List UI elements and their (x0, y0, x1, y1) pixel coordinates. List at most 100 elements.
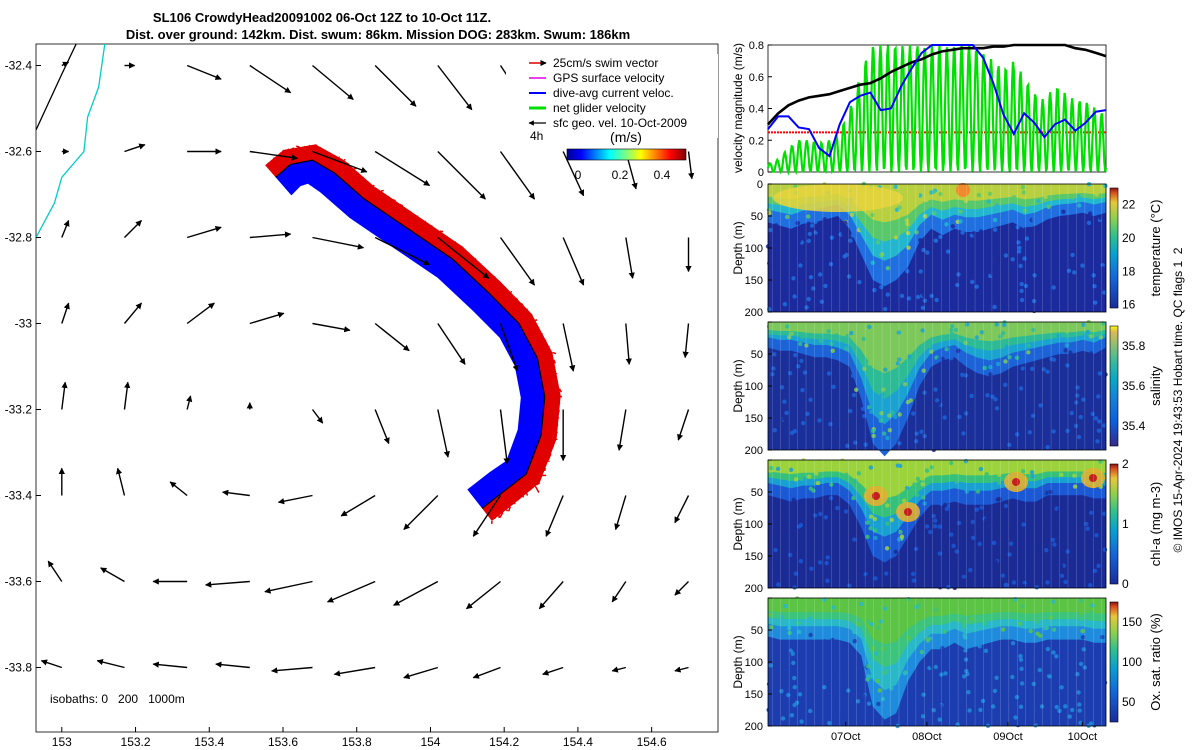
chlorophyll-sample (1030, 474, 1036, 479)
temperature-sample (932, 211, 937, 216)
salinity-sample (826, 329, 831, 334)
temperature-sample (1046, 289, 1052, 295)
map-colorbar-tick: 0.4 (654, 168, 671, 182)
temperature-sample (990, 272, 996, 277)
chlorophyll-sample (922, 501, 927, 506)
chlorophyll-sample (893, 482, 898, 487)
temperature-sample (1002, 279, 1008, 285)
temperature-sample (1100, 274, 1106, 280)
geo-velocity-arrow (152, 661, 188, 669)
chlorophyll-sample (1081, 531, 1087, 536)
chlorophyll-colorbar (1109, 463, 1119, 585)
chlorophyll-sample (800, 498, 805, 504)
geo-velocity-arrow (403, 666, 439, 680)
geo-velocity-arrow (611, 581, 627, 603)
chlorophyll-sample (1029, 526, 1034, 531)
chlorophyll-sample (970, 519, 975, 525)
salinity-sample (1024, 367, 1029, 372)
salinity-sample (990, 394, 995, 399)
salinity-sample (967, 398, 973, 403)
chlorophyll-sample (1048, 572, 1054, 577)
oxygen-sample (856, 621, 861, 627)
salinity-sample (1044, 324, 1049, 329)
chlorophyll-sample (961, 507, 967, 513)
chlorophyll-sample (924, 524, 930, 529)
oxygen-sample (939, 672, 944, 677)
chlorophyll-sample (1032, 544, 1037, 549)
temperature-sample (798, 275, 804, 280)
oxygen-sample (887, 658, 892, 664)
temperature-sample (893, 235, 899, 240)
chlorophyll-sample (884, 571, 889, 576)
velocity-ytick-label: 0.8 (749, 40, 764, 52)
temperature-sample (886, 233, 891, 238)
oxygen-sample (1014, 694, 1020, 700)
map-xtick-label: 153 (52, 735, 72, 749)
oxygen-sample (1015, 722, 1021, 728)
salinity-sample (1050, 324, 1055, 330)
salinity-sample (1026, 350, 1031, 355)
oxygen-sample (833, 674, 838, 679)
geo-velocity-arrow (437, 65, 473, 111)
swim-vector-tick (474, 258, 477, 261)
swim-vector-tick (270, 159, 274, 163)
temperature-sample (900, 216, 905, 221)
geo-velocity-arrow (687, 151, 695, 180)
salinity-sample (982, 365, 987, 371)
salinity-sample (805, 411, 810, 416)
temperature-sample (958, 219, 963, 224)
chlorophyll-sample (1011, 580, 1017, 585)
salinity-sample (927, 344, 932, 349)
map-ytick-label: -33.2 (5, 403, 33, 417)
temperature-sample (1043, 194, 1048, 200)
temperature-sample (1016, 240, 1021, 245)
chlorophyll-sample (1082, 565, 1087, 570)
temperature-sample (1066, 268, 1072, 273)
salinity-sample (831, 399, 836, 405)
geo-velocity-arrow (123, 381, 131, 410)
temperature-sample (945, 249, 951, 254)
salinity-sample (995, 361, 1001, 367)
heatmap-panel-oxygen: 50 100 150 200 Depth (m) 50 100 150 Ox. sat. rat… (731, 596, 1163, 743)
temperature-sample (1015, 225, 1020, 230)
chlorophyll-sample (777, 515, 782, 520)
oxygen-colorbar-tick: 50 (1122, 695, 1136, 709)
temperature-sample (1032, 273, 1037, 278)
chlorophyll-sample (970, 470, 975, 476)
oxygen-sample (921, 692, 926, 697)
chlorophyll-ylabel: Depth (m) (731, 497, 745, 550)
temperature-sample (1100, 266, 1106, 271)
chlorophyll-sample (873, 528, 878, 533)
salinity-sample (1079, 444, 1084, 450)
map-colorbar-label: (m/s) (610, 129, 642, 145)
chlorophyll-sample (1001, 559, 1007, 565)
swim-vector-tick (513, 502, 516, 505)
temperature-sample (905, 269, 910, 274)
chlorophyll-sample (910, 571, 916, 577)
oxygen-sample (808, 632, 813, 638)
chlorophyll-sample (1089, 510, 1094, 515)
chlorophyll-sample (992, 524, 998, 529)
oxygen-sample (873, 651, 879, 656)
oxygen-xtick-label: 10Oct (1068, 731, 1097, 743)
figure-title-line1: SL106 CrowdyHead20091002 06-Oct 12Z to 1… (153, 10, 491, 25)
temperature-sample (806, 221, 811, 226)
chlorophyll-sample (1101, 511, 1107, 516)
swim-vector-tick (325, 151, 331, 158)
oxygen-sample (835, 701, 840, 706)
salinity-sample (957, 414, 962, 420)
chlorophyll-sample (830, 527, 835, 532)
geo-velocity-arrow (499, 151, 536, 200)
chlorophyll-sample (964, 489, 969, 494)
temperature-sample (905, 221, 910, 227)
geo-velocity-arrow (61, 219, 70, 238)
salinity-layer (768, 322, 1106, 399)
chlorophyll-sample (847, 583, 852, 588)
credit-text: © IMOS 15-Apr-2024 19:43:53 Hobart time.… (1171, 247, 1185, 552)
salinity-sample (944, 347, 949, 352)
salinity-sample (1007, 355, 1012, 360)
temperature-sample (1087, 211, 1093, 216)
salinity-sample (802, 370, 808, 375)
geo-velocity-arrow (326, 580, 376, 603)
oxygen-sample (899, 615, 905, 621)
